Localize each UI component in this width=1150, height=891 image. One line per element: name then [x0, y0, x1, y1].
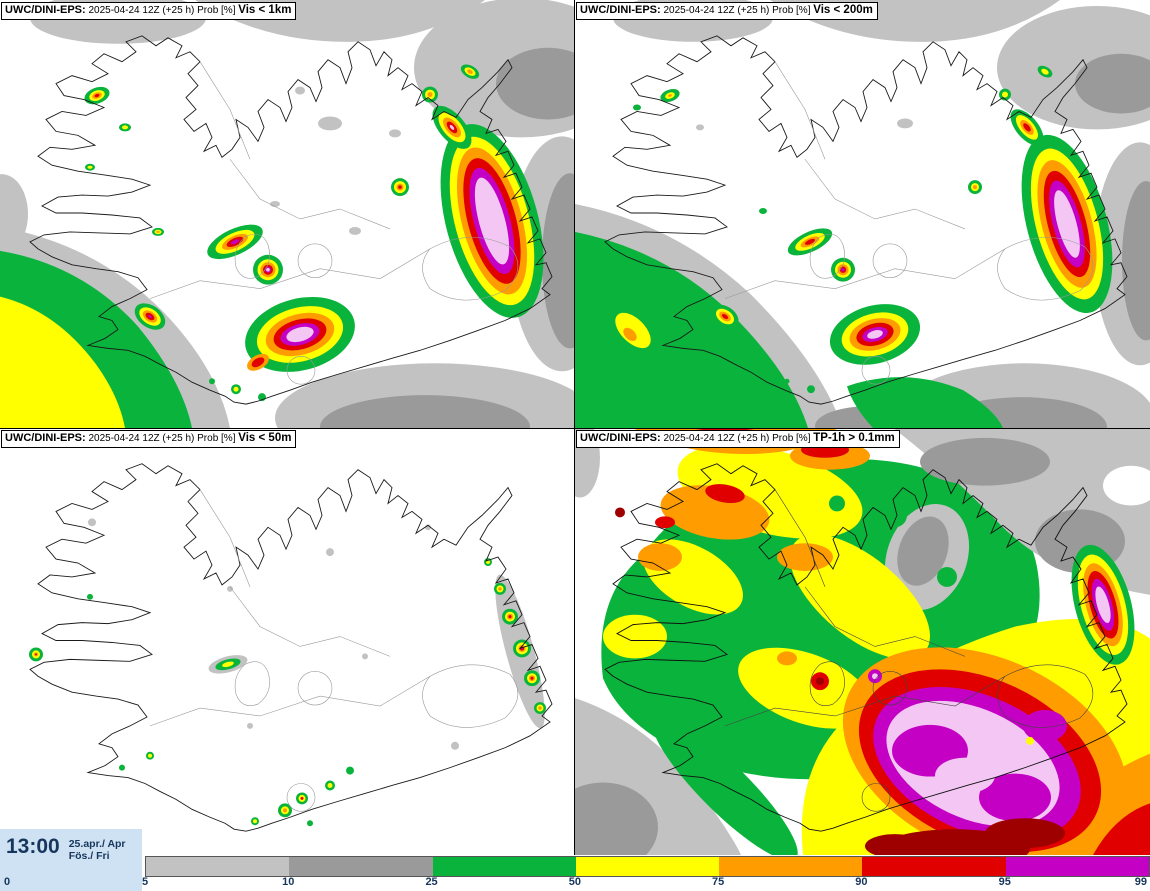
legend-tick: 90 — [855, 876, 868, 888]
legend-segment — [146, 857, 290, 876]
valid-date-day: Fös./ Fri — [68, 850, 110, 862]
legend-tick: 95 — [998, 876, 1011, 888]
valid-time-box: 13:00 25.apr./ Apr Fös./ Fri — [0, 829, 142, 891]
probability-colorbar — [145, 856, 1150, 877]
panel-vis-200m: UWC/DINI-EPS: 2025-04-24 12Z (+25 h) Pro… — [575, 0, 1150, 428]
panel-tp-1h: UWC/DINI-EPS: 2025-04-24 12Z (+25 h) Pro… — [575, 428, 1150, 855]
map-vis-50m — [29, 463, 553, 832]
threshold-label: TP-1h > 0.1mm — [813, 432, 895, 444]
panel-divider-vertical — [574, 0, 575, 855]
coastline — [29, 463, 553, 832]
panel-vis-50m: UWC/DINI-EPS: 2025-04-24 12Z (+25 h) Pro… — [0, 428, 575, 855]
legend-segment — [862, 857, 1006, 876]
threshold-label: Vis < 200m — [813, 4, 873, 16]
legend-strip: 13:00 25.apr./ Apr Fös./ Fri 0 5 10 25 50 75 9… — [0, 829, 1150, 891]
run-info: 2025-04-24 12Z (+25 h) Prob [%] — [85, 433, 239, 444]
legend-tick: 10 — [282, 876, 295, 888]
valid-date-month: 25.apr./ Apr — [68, 838, 126, 850]
probability-field — [575, 0, 1150, 428]
legend-segment — [432, 857, 576, 876]
run-info: 2025-04-24 12Z (+25 h) Prob [%] — [660, 433, 814, 444]
legend-tick: 75 — [712, 876, 725, 888]
threshold-label: Vis < 50m — [238, 432, 292, 444]
threshold-label: Vis < 1km — [238, 4, 292, 16]
legend-tick: 25 — [425, 876, 438, 888]
probability-field — [0, 0, 575, 428]
legend-tick: 0 — [4, 876, 11, 888]
probability-field — [575, 428, 1150, 855]
map-tp-1h — [575, 428, 1150, 855]
run-info: 2025-04-24 12Z (+25 h) Prob [%] — [85, 5, 239, 16]
panel-title: UWC/DINI-EPS: 2025-04-24 12Z (+25 h) Pro… — [1, 2, 297, 20]
legend-segment — [1005, 857, 1149, 876]
legend-segment — [575, 857, 720, 876]
model-name: UWC/DINI-EPS: — [580, 432, 661, 444]
panel-divider-horizontal — [0, 428, 1150, 429]
panel-title: UWC/DINI-EPS: 2025-04-24 12Z (+25 h) Pro… — [576, 2, 878, 20]
map-vis-1km — [0, 0, 575, 428]
map-vis-200m — [575, 0, 1150, 428]
panel-title: UWC/DINI-EPS: 2025-04-24 12Z (+25 h) Pro… — [576, 430, 900, 448]
legend-segment — [719, 857, 863, 876]
run-info: 2025-04-24 12Z (+25 h) Prob [%] — [660, 5, 814, 16]
map-grid: UWC/DINI-EPS: 2025-04-24 12Z (+25 h) Pro… — [0, 0, 1150, 855]
panel-title: UWC/DINI-EPS: 2025-04-24 12Z (+25 h) Pro… — [1, 430, 297, 448]
legend-tick: 99 — [1134, 876, 1147, 888]
probability-field — [29, 518, 546, 827]
model-name: UWC/DINI-EPS: — [5, 4, 86, 16]
model-name: UWC/DINI-EPS: — [580, 4, 661, 16]
panel-vis-1km: UWC/DINI-EPS: 2025-04-24 12Z (+25 h) Pro… — [0, 0, 575, 428]
legend-tick: 50 — [568, 876, 581, 888]
legend-segment — [289, 857, 433, 876]
valid-time: 13:00 — [6, 835, 60, 858]
legend-tick: 5 — [141, 876, 149, 888]
model-name: UWC/DINI-EPS: — [5, 432, 86, 444]
valid-date: 25.apr./ Apr Fös./ Fri — [69, 836, 126, 862]
